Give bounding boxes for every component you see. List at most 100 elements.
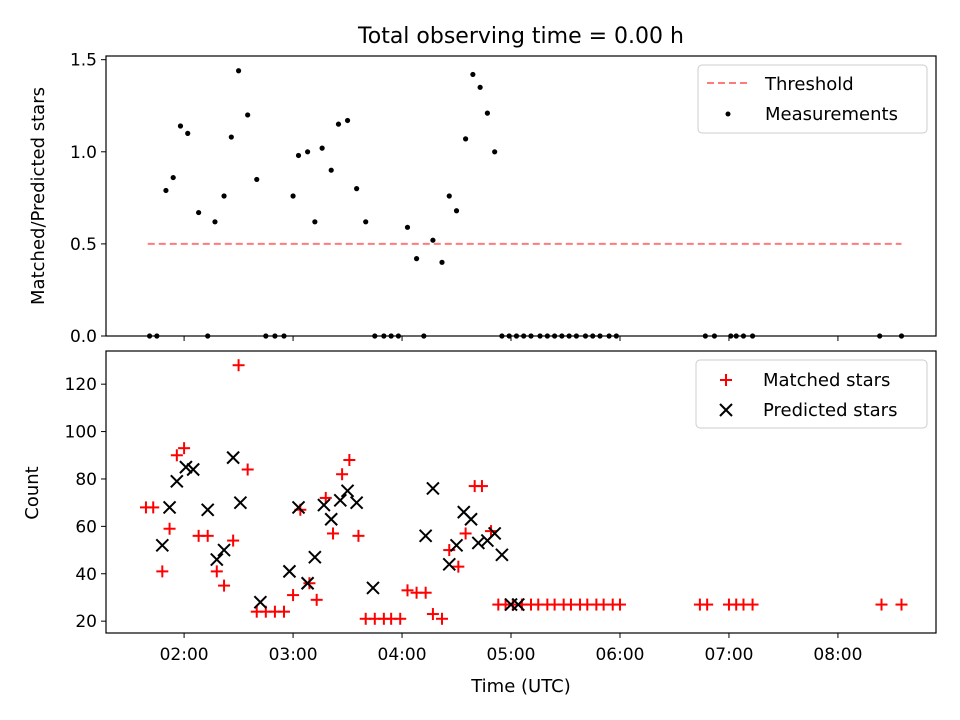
count-y-tick-label: 20	[75, 612, 97, 632]
count-x-tick: 02:00	[160, 633, 209, 665]
predicted-star-point	[186, 462, 200, 477]
predicted-star-point	[442, 557, 456, 571]
ratio-x-axis	[183, 336, 839, 341]
count-y-tick: 20	[75, 612, 106, 632]
measurement-point	[319, 145, 325, 151]
matched-star-point	[895, 598, 908, 611]
ratio-y-tick-label: 0.5	[70, 235, 97, 255]
predicted-star-point	[349, 495, 364, 510]
predicted-star-point	[464, 512, 478, 526]
predicted-star-point	[217, 543, 231, 557]
count-x-tick-label: 03:00	[269, 645, 318, 665]
ratio-panel-frame	[105, 55, 937, 337]
measurement-point	[404, 224, 411, 230]
measurement-point	[254, 176, 260, 183]
matched-star-point	[147, 501, 160, 514]
matched-star-point	[227, 534, 240, 547]
predicted-star-point	[253, 595, 268, 609]
count-y-tick-label: 40	[75, 565, 97, 585]
matched-star-point	[303, 577, 316, 590]
matched-star-point	[178, 442, 191, 455]
count-x-tick: 07:00	[704, 633, 753, 665]
count-y-axis-label: Count	[22, 466, 43, 519]
measurement-point	[492, 149, 498, 155]
matched-star-point	[452, 560, 465, 573]
count-y-tick: 100	[65, 423, 106, 443]
predicted-star-point	[200, 503, 215, 517]
measurement-point	[228, 134, 234, 140]
predicted-star-point	[308, 550, 322, 564]
measurement-point	[470, 71, 476, 78]
measurement-point	[477, 84, 483, 90]
matched-star-point	[170, 449, 183, 462]
measurement-point	[354, 186, 360, 192]
count-legend-box	[695, 359, 928, 429]
matched-star-point	[218, 579, 231, 592]
matched-stars-legend-label: Matched stars	[763, 370, 890, 391]
measurement-point	[290, 193, 296, 199]
predicted-star-point	[418, 529, 433, 543]
count-x-tick: 06:00	[595, 633, 644, 665]
matched-star-point	[419, 586, 432, 599]
count-x-tick-label: 07:00	[704, 645, 753, 665]
predicted-star-point	[317, 498, 331, 512]
measurement-point	[163, 187, 169, 194]
matched-star-point	[336, 468, 349, 481]
predicted-stars-legend-label: Predicted stars	[763, 400, 897, 421]
matched-star-point	[459, 527, 472, 540]
count-y-tick-label: 100	[65, 423, 97, 443]
ratio-legend: Threshold Measurements	[697, 64, 928, 134]
count-y-tick-label: 60	[75, 517, 97, 537]
measurement-point	[363, 219, 369, 225]
measurement-point	[344, 117, 351, 124]
measurement-point	[453, 208, 460, 214]
ratio-y-tick: 0.0	[70, 327, 106, 347]
measurements-legend-swatch	[725, 111, 731, 117]
predicted-stars-legend-swatch	[719, 403, 733, 417]
count-legend: Matched stars Predicted stars	[695, 359, 928, 429]
measurement-point	[196, 209, 202, 216]
matched-star-point	[241, 463, 254, 476]
predicted-star-point	[324, 512, 338, 526]
count-y-tick-label: 80	[75, 470, 97, 490]
predicted-star-point	[282, 564, 297, 579]
matched-star-point	[394, 612, 407, 625]
matched-star-point	[613, 598, 626, 611]
count-panel: 20 40 60 80 100 120 02:00 03:00 04:00 05:00 06:00…	[22, 350, 937, 697]
count-x-tick-label: 04:00	[378, 645, 427, 665]
matched-star-point	[401, 584, 414, 597]
measurement-point	[430, 237, 436, 243]
measurement-point	[413, 256, 420, 262]
count-x-axis-label: Time (UTC)	[470, 676, 571, 697]
matched-star-point	[156, 565, 169, 578]
matched-star-point	[343, 454, 356, 467]
predicted-star-point	[340, 484, 355, 498]
measurement-point	[170, 174, 176, 181]
count-x-tick-label: 06:00	[595, 645, 644, 665]
measurement-point	[177, 123, 184, 129]
predicted-star-point	[155, 538, 170, 553]
count-x-tick-label: 02:00	[160, 645, 209, 665]
matched-star-point	[327, 527, 340, 540]
count-y-tick: 40	[75, 565, 106, 585]
matched-star-point	[475, 480, 488, 493]
count-y-tick: 120	[65, 375, 106, 395]
ratio-y-axis: 0.0 0.5 1.0 1.5	[70, 51, 106, 347]
count-x-tick: 05:00	[487, 633, 536, 665]
predicted-star-point	[226, 450, 240, 465]
figure-title: Total observing time = 0.00 h	[357, 24, 684, 49]
measurement-point	[312, 219, 318, 225]
predicted-star-point	[179, 460, 193, 474]
predicted-star-point	[511, 597, 525, 612]
predicted-star-point	[487, 526, 502, 541]
count-y-tick: 60	[75, 517, 106, 537]
measurement-point	[439, 259, 445, 265]
matched-star-point	[232, 359, 245, 372]
matched-star-point	[210, 565, 223, 578]
predicted-star-point	[291, 500, 306, 515]
matched-star-point	[746, 598, 759, 611]
matched-star-point	[287, 589, 300, 602]
count-x-tick: 08:00	[813, 633, 862, 665]
count-plot-area	[139, 359, 908, 625]
measurement-point	[245, 112, 251, 118]
